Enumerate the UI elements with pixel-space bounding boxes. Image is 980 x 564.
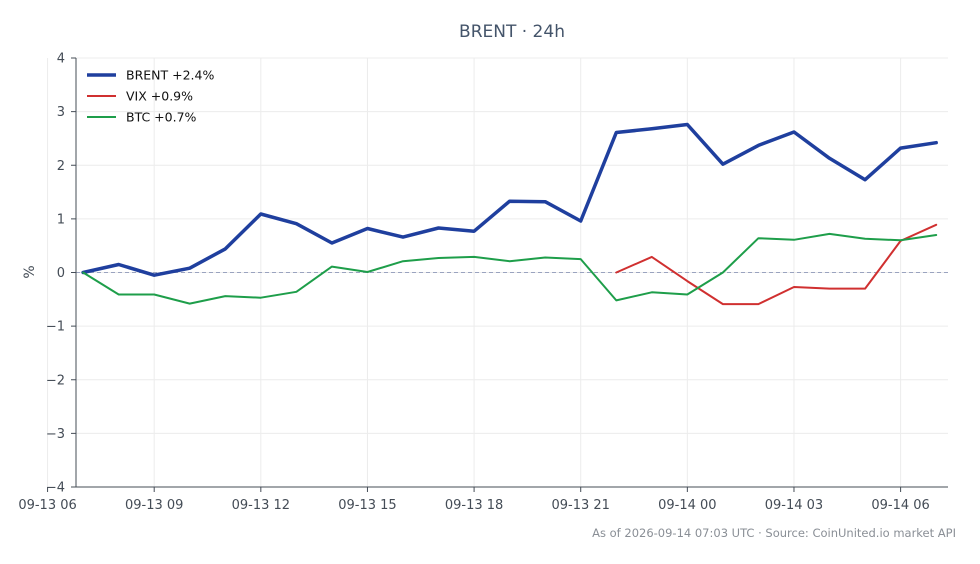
- y-axis-label: %: [22, 265, 38, 278]
- y-axis-ticks: 4 3 2 1 0 −1 −2 −3 −4: [46, 52, 76, 496]
- legend-label-brent: BRENT +2.4%: [126, 68, 214, 83]
- x-tick-label: 09-14 00: [658, 498, 716, 513]
- x-tick-label: 09-14 03: [765, 498, 823, 513]
- series-line-btc: [82, 232, 938, 305]
- footer-source: As of 2026-09-14 07:03 UTC · Source: Coi…: [592, 526, 956, 540]
- x-tick-label: 09-13 06: [18, 498, 76, 513]
- x-tick-label: 09-13 21: [551, 498, 609, 513]
- x-tick-label: 09-13 09: [125, 498, 183, 513]
- legend-label-vix: VIX +0.9%: [126, 89, 193, 104]
- series-layer: [81, 122, 938, 306]
- y-tick-label: 1: [57, 212, 65, 227]
- y-tick-label: 3: [57, 105, 65, 120]
- legend: BRENT +2.4% VIX +0.9% BTC +0.7%: [87, 68, 214, 125]
- y-tick-label: −2: [46, 373, 65, 388]
- y-tick-label: −3: [46, 427, 65, 442]
- legend-label-btc: BTC +0.7%: [126, 110, 197, 125]
- y-tick-label: 0: [57, 266, 65, 281]
- chart-title: BRENT · 24h: [459, 22, 565, 42]
- y-tick-label: 4: [57, 52, 65, 67]
- x-tick-label: 09-13 12: [232, 498, 290, 513]
- x-tick-label: 09-14 06: [871, 498, 929, 513]
- series-line-brent: [81, 122, 938, 277]
- x-axis-ticks: 09-13 06 09-13 09 09-13 12 09-13 15 09-13 18…: [18, 487, 930, 513]
- y-tick-label: 2: [57, 159, 65, 174]
- y-tick-label: −1: [46, 320, 65, 335]
- series-line-vix: [615, 223, 938, 306]
- y-tick-label: −4: [46, 481, 65, 496]
- x-tick-label: 09-13 15: [338, 498, 396, 513]
- x-tick-label: 09-13 18: [445, 498, 503, 513]
